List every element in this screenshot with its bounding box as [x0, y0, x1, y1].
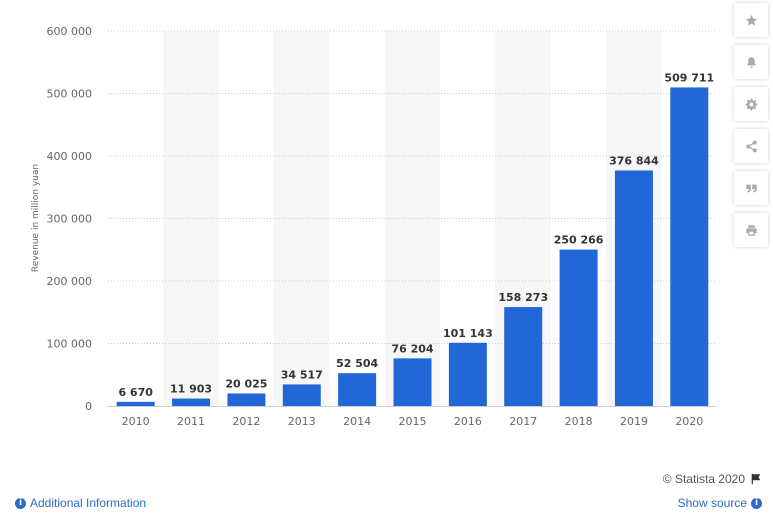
- background-band: [384, 31, 441, 406]
- y-tick-label: 400 000: [47, 150, 93, 163]
- data-label: 20 025: [225, 377, 267, 390]
- x-tick-label: 2013: [288, 415, 316, 428]
- print-button[interactable]: [734, 213, 768, 247]
- y-tick-label: 600 000: [47, 25, 93, 38]
- x-tick-label: 2019: [620, 415, 648, 428]
- bar-2010: [116, 401, 155, 406]
- share-button[interactable]: [734, 129, 768, 163]
- bar-2016: [448, 342, 487, 406]
- bar-2012: [227, 393, 266, 406]
- bar-2020: [670, 87, 709, 406]
- bar-2019: [614, 170, 653, 406]
- background-band: [163, 31, 219, 406]
- x-axis-ticks: 2010 2011 2012 2013 2014 2015 2016 2017 2018 2019…: [122, 415, 704, 428]
- bar-2011: [172, 398, 211, 406]
- x-tick-label: 2017: [509, 415, 537, 428]
- bar-2013: [282, 384, 321, 406]
- data-label: 6 670: [118, 386, 153, 399]
- data-label: 101 143: [443, 327, 493, 340]
- chart-toolbar: [734, 3, 768, 255]
- data-labels: 6 670 11 903 20 025 34 517 52 504 76 204 101 1…: [118, 71, 714, 398]
- show-source-label: Show source: [677, 496, 747, 510]
- info-icon: i: [15, 497, 26, 509]
- bar-2017: [504, 307, 543, 406]
- gear-icon: [745, 98, 757, 111]
- settings-button[interactable]: [734, 87, 768, 121]
- x-tick-label: 2016: [454, 415, 482, 428]
- additional-information-link[interactable]: i Additional Information: [15, 496, 146, 510]
- x-tick-label: 2015: [399, 415, 427, 428]
- notification-button[interactable]: [734, 45, 768, 79]
- bar-2014: [338, 373, 377, 406]
- bell-icon: [746, 56, 756, 68]
- y-axis-label: Revenue in million yuan: [31, 164, 41, 272]
- data-label: 250 266: [554, 234, 604, 247]
- x-tick-label: 2018: [565, 415, 593, 428]
- flag-icon: [751, 473, 761, 485]
- x-tick-label: 2010: [122, 415, 150, 428]
- print-icon: [745, 224, 757, 236]
- data-label: 76 204: [391, 342, 433, 355]
- y-tick-label: 500 000: [47, 88, 93, 101]
- y-tick-label: 300 000: [47, 213, 93, 226]
- x-tick-label: 2014: [343, 415, 371, 428]
- data-label: 376 844: [609, 154, 659, 167]
- share-icon: [745, 140, 757, 152]
- quote-icon: [745, 184, 757, 192]
- favorite-button[interactable]: [734, 3, 768, 37]
- bar-chart: 6 670 11 903 20 025 34 517 52 504 76 204 101 1…: [31, 25, 717, 428]
- additional-information-label: Additional Information: [30, 496, 147, 510]
- show-source-link[interactable]: Show source i: [678, 496, 762, 510]
- credit-text: © Statista 2020: [662, 472, 745, 486]
- bar-2018: [559, 249, 598, 406]
- x-tick-label: 2020: [675, 415, 703, 428]
- data-label: 509 711: [664, 71, 714, 84]
- background-band: [274, 31, 330, 406]
- x-tick-label: 2012: [232, 415, 260, 428]
- x-tick-label: 2011: [177, 415, 205, 428]
- data-label: 52 504: [336, 357, 378, 370]
- info-icon: i: [751, 497, 762, 509]
- data-label: 11 903: [170, 383, 212, 396]
- y-tick-label: 0: [85, 400, 92, 413]
- y-tick-label: 200 000: [47, 275, 93, 288]
- statista-credit[interactable]: © Statista 2020: [663, 472, 762, 486]
- bars: [116, 87, 709, 406]
- y-tick-label: 100 000: [47, 338, 93, 351]
- cite-button[interactable]: [734, 171, 768, 205]
- star-icon: [745, 14, 757, 26]
- data-label: 34 517: [281, 368, 323, 381]
- data-label: 158 273: [498, 291, 548, 304]
- bar-2015: [393, 358, 432, 406]
- y-axis-ticks: 0 100 000 200 000 300 000 400 000 500 000 600 …: [47, 25, 93, 413]
